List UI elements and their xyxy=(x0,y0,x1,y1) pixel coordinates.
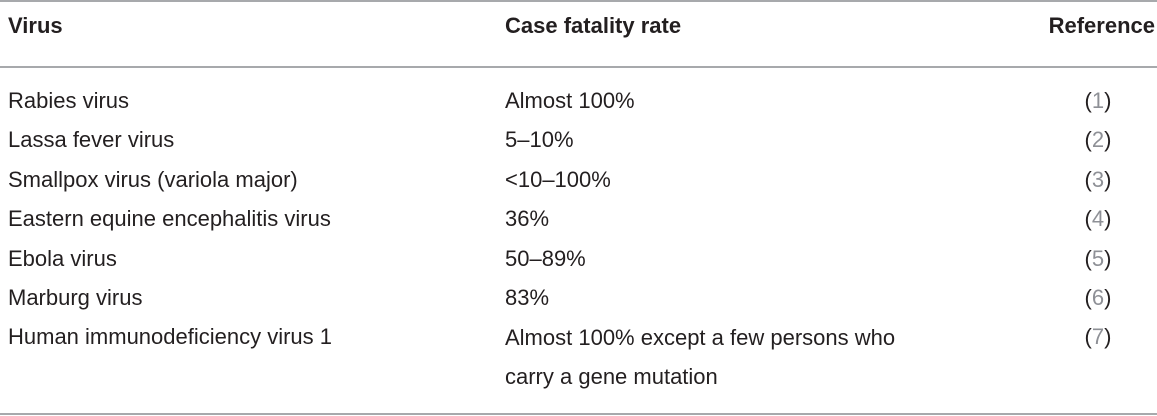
cell-virus: Ebola virus xyxy=(8,245,117,271)
cell-reference: (1) xyxy=(1084,88,1112,113)
cell-reference: (2) xyxy=(1084,127,1112,153)
header-virus: Virus xyxy=(8,13,63,38)
reference-number: 6 xyxy=(1091,284,1105,310)
table-row: Marburg virus 83% (6) xyxy=(0,283,1157,322)
reference-number: 2 xyxy=(1091,127,1105,153)
table-body: Rabies virus Almost 100% (1) Lassa fever… xyxy=(0,86,1157,402)
cell-case-fatality-rate: Almost 100% xyxy=(505,88,635,113)
table-row: Eastern equine encephalitis virus 36% (4… xyxy=(0,204,1157,243)
header-reference: Reference xyxy=(1048,13,1155,38)
table-bottom-rule xyxy=(0,413,1157,415)
cell-case-fatality-rate: 50–89% xyxy=(505,245,586,271)
table-header-rule xyxy=(0,66,1157,68)
cell-virus: Marburg virus xyxy=(8,284,143,310)
cell-case-fatality-rate: Almost 100% except a few persons who car… xyxy=(505,325,896,390)
table-row: Smallpox virus (variola major) <10–100% … xyxy=(0,165,1157,204)
cell-case-fatality-rate: 5–10% xyxy=(505,127,574,153)
reference-number: 1 xyxy=(1091,88,1105,113)
cell-virus: Smallpox virus (variola major) xyxy=(8,166,298,192)
cell-case-fatality-rate: 36% xyxy=(505,206,550,232)
table-top-rule xyxy=(0,0,1157,2)
cell-virus: Rabies virus xyxy=(8,88,130,113)
table-row: Ebola virus 50–89% (5) xyxy=(0,244,1157,283)
cell-case-fatality-rate: <10–100% xyxy=(505,166,611,192)
table-header-row: Virus Case fatality rate Reference xyxy=(0,13,1157,53)
cell-case-fatality-rate: 83% xyxy=(505,284,550,310)
reference-number: 5 xyxy=(1091,245,1105,271)
cell-reference: (5) xyxy=(1084,245,1112,271)
reference-number: 4 xyxy=(1091,206,1105,232)
reference-number: 3 xyxy=(1091,166,1105,192)
cell-virus: Eastern equine encephalitis virus xyxy=(8,206,331,232)
cell-reference: (3) xyxy=(1084,166,1112,192)
cell-virus: Lassa fever virus xyxy=(8,127,175,153)
table-row: Lassa fever virus 5–10% (2) xyxy=(0,125,1157,164)
cell-reference: (6) xyxy=(1084,284,1112,310)
header-case-fatality-rate: Case fatality rate xyxy=(505,13,682,38)
table-row: Human immunodeficiency virus 1 Almost 10… xyxy=(0,322,1157,402)
cell-reference: (4) xyxy=(1084,206,1112,232)
cell-reference: (7) xyxy=(1084,324,1112,350)
table-row: Rabies virus Almost 100% (1) xyxy=(0,86,1157,125)
reference-number: 7 xyxy=(1091,324,1105,350)
cell-virus: Human immunodeficiency virus 1 xyxy=(8,324,333,350)
